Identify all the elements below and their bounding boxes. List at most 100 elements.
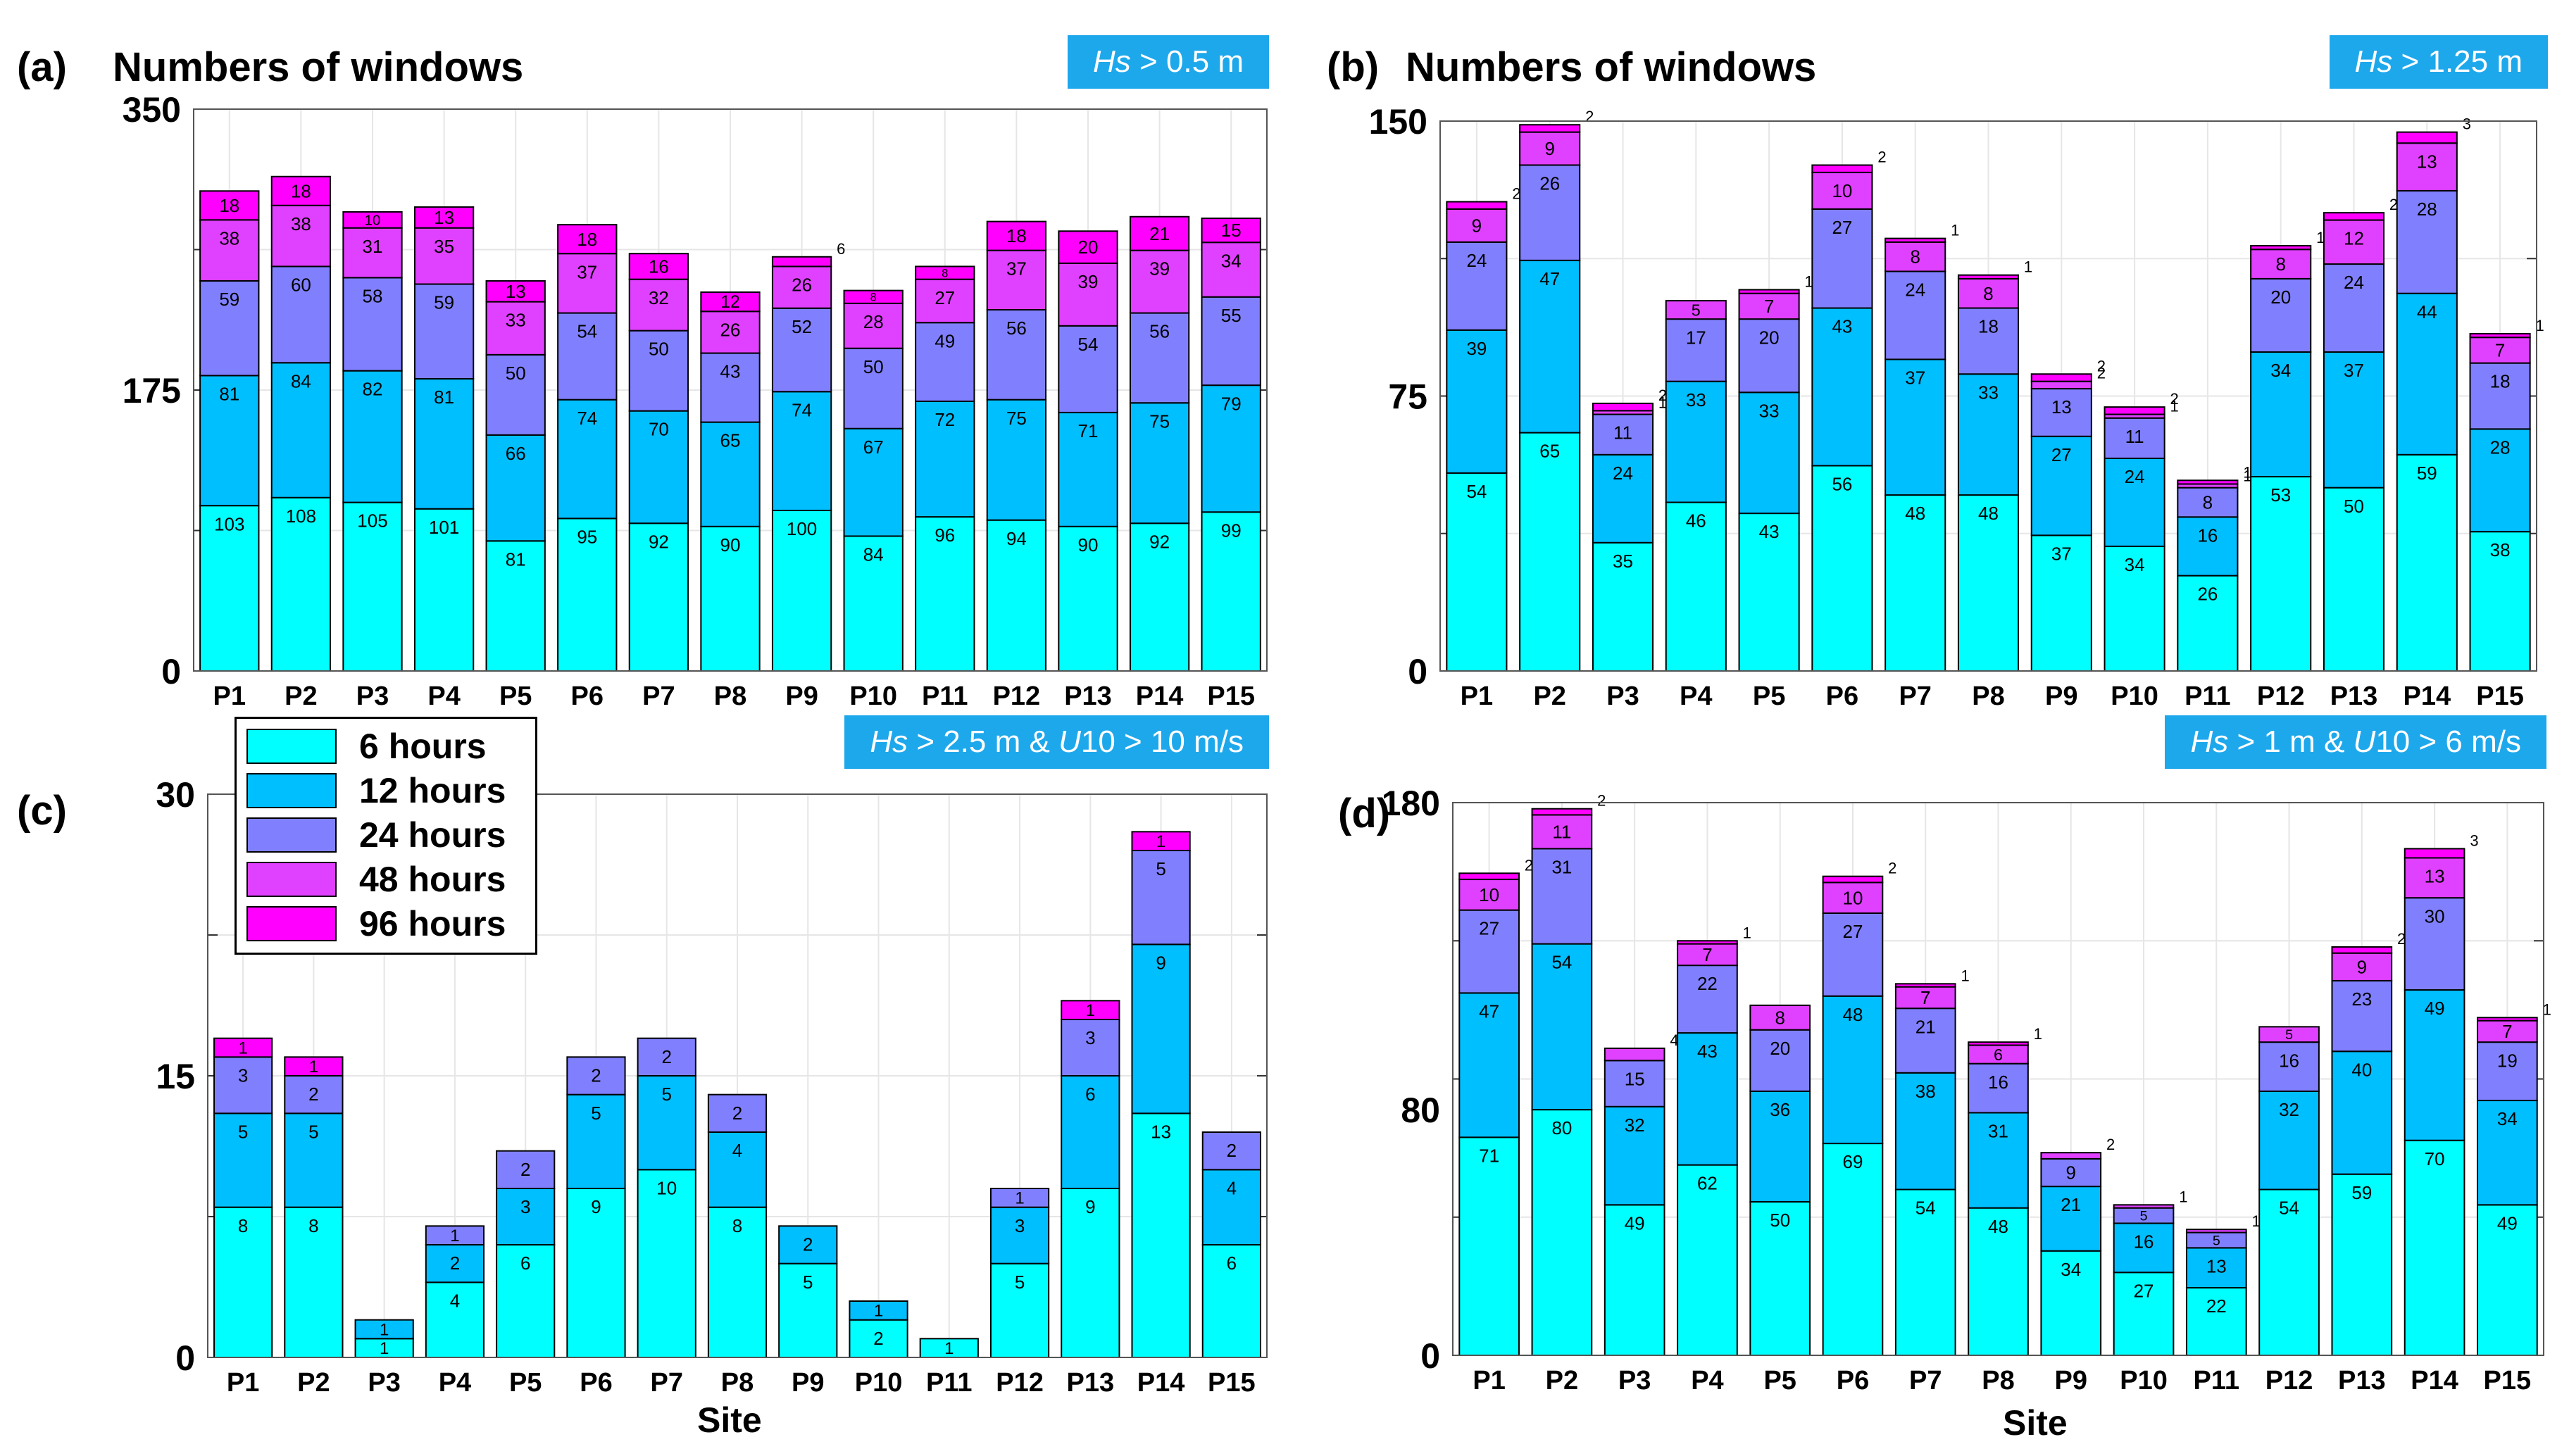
chart0-seg-P3-2 bbox=[342, 277, 403, 372]
chart2-seg-P12-1 bbox=[989, 1206, 1050, 1264]
chart3-label-P12-2: 16 bbox=[2279, 1050, 2299, 1071]
chart0-seg-P12-0 bbox=[986, 519, 1047, 672]
chart0-label-P10-2: 50 bbox=[863, 356, 884, 377]
chart0-seg-P11-0 bbox=[915, 516, 975, 672]
chart2-label-P13-1: 6 bbox=[1085, 1084, 1095, 1105]
chart0-seg-P6-0 bbox=[557, 517, 618, 672]
chart2-seg-P13-4 bbox=[1061, 1000, 1120, 1021]
chart3-bar-P13: 59 40 23 9 2 bbox=[2331, 930, 2406, 1356]
chart1-label-P12-0: 53 bbox=[2270, 484, 2291, 506]
chart3-label-P3-1: 32 bbox=[1625, 1115, 1645, 1136]
chart0-label-P1-2: 59 bbox=[219, 289, 239, 310]
chart0-label-P5-0: 81 bbox=[506, 548, 526, 570]
chart3-seg-P6-3 bbox=[1822, 881, 1884, 914]
chart2-xtick-label-P6: P6 bbox=[580, 1368, 612, 1398]
chart2-bar-P10: 21 bbox=[849, 1300, 908, 1359]
chart2-seg-P10-0 bbox=[849, 1319, 908, 1359]
chart1-label-P15-2: 18 bbox=[2490, 371, 2511, 392]
chart0-label-P6-3: 37 bbox=[577, 261, 597, 282]
chart-d: 7147271028054311124932154624322715036208… bbox=[1382, 784, 2551, 1395]
chart1-label-P10-4: 2 bbox=[2170, 390, 2179, 408]
chart1-seg-P14-4 bbox=[2396, 131, 2458, 144]
chart1-bar-P8: 48 33 18 8 1 bbox=[1957, 258, 2032, 672]
chart3-seg-P11-1 bbox=[2185, 1247, 2247, 1289]
chart1-seg-P13-2 bbox=[2323, 263, 2385, 353]
chart3-seg-P2-1 bbox=[1531, 943, 1593, 1111]
chart0-xtick-label-P7: P7 bbox=[642, 682, 675, 711]
chart1-label-P10-1: 24 bbox=[2125, 466, 2145, 487]
chart1-seg-P10-4 bbox=[2104, 406, 2165, 415]
chart0-bar-P6: 95 74 54 37 18 bbox=[557, 224, 618, 672]
legend-item-48h: 48 hours bbox=[246, 859, 528, 899]
chart3-label-P3-2: 15 bbox=[1625, 1068, 1645, 1089]
chart1-bar-P12: 53 34 20 8 1 bbox=[2250, 229, 2325, 672]
chart3-label-P7-3: 7 bbox=[1920, 987, 1930, 1008]
chart3-seg-P4-4 bbox=[1677, 940, 1738, 945]
chart0-label-P11-4: 8 bbox=[942, 267, 948, 280]
chart1-seg-P10-2 bbox=[2104, 417, 2165, 460]
chart0-label-P14-4: 21 bbox=[1149, 223, 1170, 244]
chart2-xtick-label-P9: P9 bbox=[792, 1368, 824, 1398]
chart2-bar-P8: 8 4 2 bbox=[707, 1093, 768, 1359]
chart3-seg-P3-3 bbox=[1604, 1047, 1665, 1062]
chart3-xtick-label-P3: P3 bbox=[1618, 1366, 1651, 1395]
legend-label-12h: 12 hours bbox=[359, 771, 506, 810]
chart3-bar-P14: 70 49 30 13 3 bbox=[2404, 831, 2479, 1356]
chart3-seg-P3-0 bbox=[1604, 1204, 1665, 1356]
chart0-seg-P4-4 bbox=[413, 206, 475, 229]
chart1-seg-P12-0 bbox=[2250, 476, 2312, 672]
chart2-xtick-label-P4: P4 bbox=[439, 1368, 471, 1398]
chart1-label-P8-1: 33 bbox=[1978, 382, 1999, 403]
chart0-ytick-label: 0 bbox=[161, 652, 181, 691]
chart3-seg-P2-2 bbox=[1531, 848, 1593, 945]
chart2-xtick-label-P8: P8 bbox=[721, 1368, 754, 1398]
chart3-seg-P15-3 bbox=[2477, 1019, 2538, 1043]
chart0-seg-P2-3 bbox=[270, 204, 332, 268]
chart2-bar-P11: 1 bbox=[919, 1338, 979, 1358]
legend-item-96h: 96 hours bbox=[246, 903, 528, 943]
chart3-label-P8-1: 31 bbox=[1988, 1121, 2008, 1142]
chart1-label-P3-1: 24 bbox=[1613, 463, 1633, 484]
chart2-seg-P1-0 bbox=[213, 1206, 273, 1359]
chart2-bar-P3: 11 bbox=[354, 1319, 414, 1358]
legend-label-6h: 6 hours bbox=[359, 727, 487, 766]
chart2-bar-P15: 6 4 2 bbox=[1201, 1131, 1261, 1358]
chart1-xtick-label-P2: P2 bbox=[1533, 682, 1565, 711]
chart2-seg-P13-0 bbox=[1061, 1188, 1120, 1358]
chart2-seg-P6-2 bbox=[566, 1056, 626, 1096]
chart1-seg-P14-0 bbox=[2396, 453, 2458, 672]
chart2-label-P5-2: 2 bbox=[520, 1159, 530, 1180]
chart3-seg-P10-3 bbox=[2113, 1204, 2175, 1209]
chart3-xtick-label-P8: P8 bbox=[1982, 1366, 2014, 1395]
chart2-seg-P3-1 bbox=[354, 1319, 414, 1340]
chart3-label-P3-0: 49 bbox=[1625, 1212, 1645, 1234]
chart1-bar-P9: 37 27 13 22 bbox=[2030, 357, 2106, 672]
chart0-xtick-label-P6: P6 bbox=[571, 682, 604, 711]
chart1-label-P9-4: 2 bbox=[2097, 357, 2106, 375]
chart0-xtick-label-P10: P10 bbox=[849, 682, 897, 711]
chart1-seg-P11-2 bbox=[2177, 487, 2239, 518]
chart1-label-P8-4: 1 bbox=[2024, 258, 2032, 276]
chart0-seg-P13-3 bbox=[1058, 262, 1118, 327]
chart0-label-P5-4: 13 bbox=[506, 281, 526, 302]
chart3-xtick-label-P13: P13 bbox=[2338, 1366, 2386, 1395]
chart3-label-P9-2: 9 bbox=[2066, 1162, 2076, 1184]
chart3-seg-P1-4 bbox=[1458, 872, 1520, 881]
chart2-seg-P10-1 bbox=[849, 1300, 908, 1321]
chart0-label-P3-1: 82 bbox=[363, 379, 383, 400]
chart0-xtick-label-P13: P13 bbox=[1064, 682, 1112, 711]
chart3-bar-P9: 34 21 9 2 bbox=[2040, 1136, 2115, 1356]
chart0-seg-P15-2 bbox=[1201, 296, 1261, 387]
legend-swatch-6h bbox=[246, 729, 337, 764]
chart0-xtick-label-P14: P14 bbox=[1136, 682, 1184, 711]
chart2-label-P12-1: 3 bbox=[1015, 1215, 1025, 1236]
chart0-label-P12-3: 37 bbox=[1006, 258, 1027, 280]
chart0-seg-P12-4 bbox=[986, 220, 1047, 251]
chart0-label-P4-2: 59 bbox=[434, 292, 454, 313]
chart2-seg-P15-0 bbox=[1201, 1244, 1261, 1358]
chart3-label-P13-3: 9 bbox=[2357, 956, 2367, 977]
chart2-label-P5-0: 6 bbox=[520, 1253, 530, 1274]
chart2-seg-P15-1 bbox=[1201, 1169, 1261, 1245]
chart0-bar-P8: 90 65 43 26 12 bbox=[700, 291, 761, 672]
